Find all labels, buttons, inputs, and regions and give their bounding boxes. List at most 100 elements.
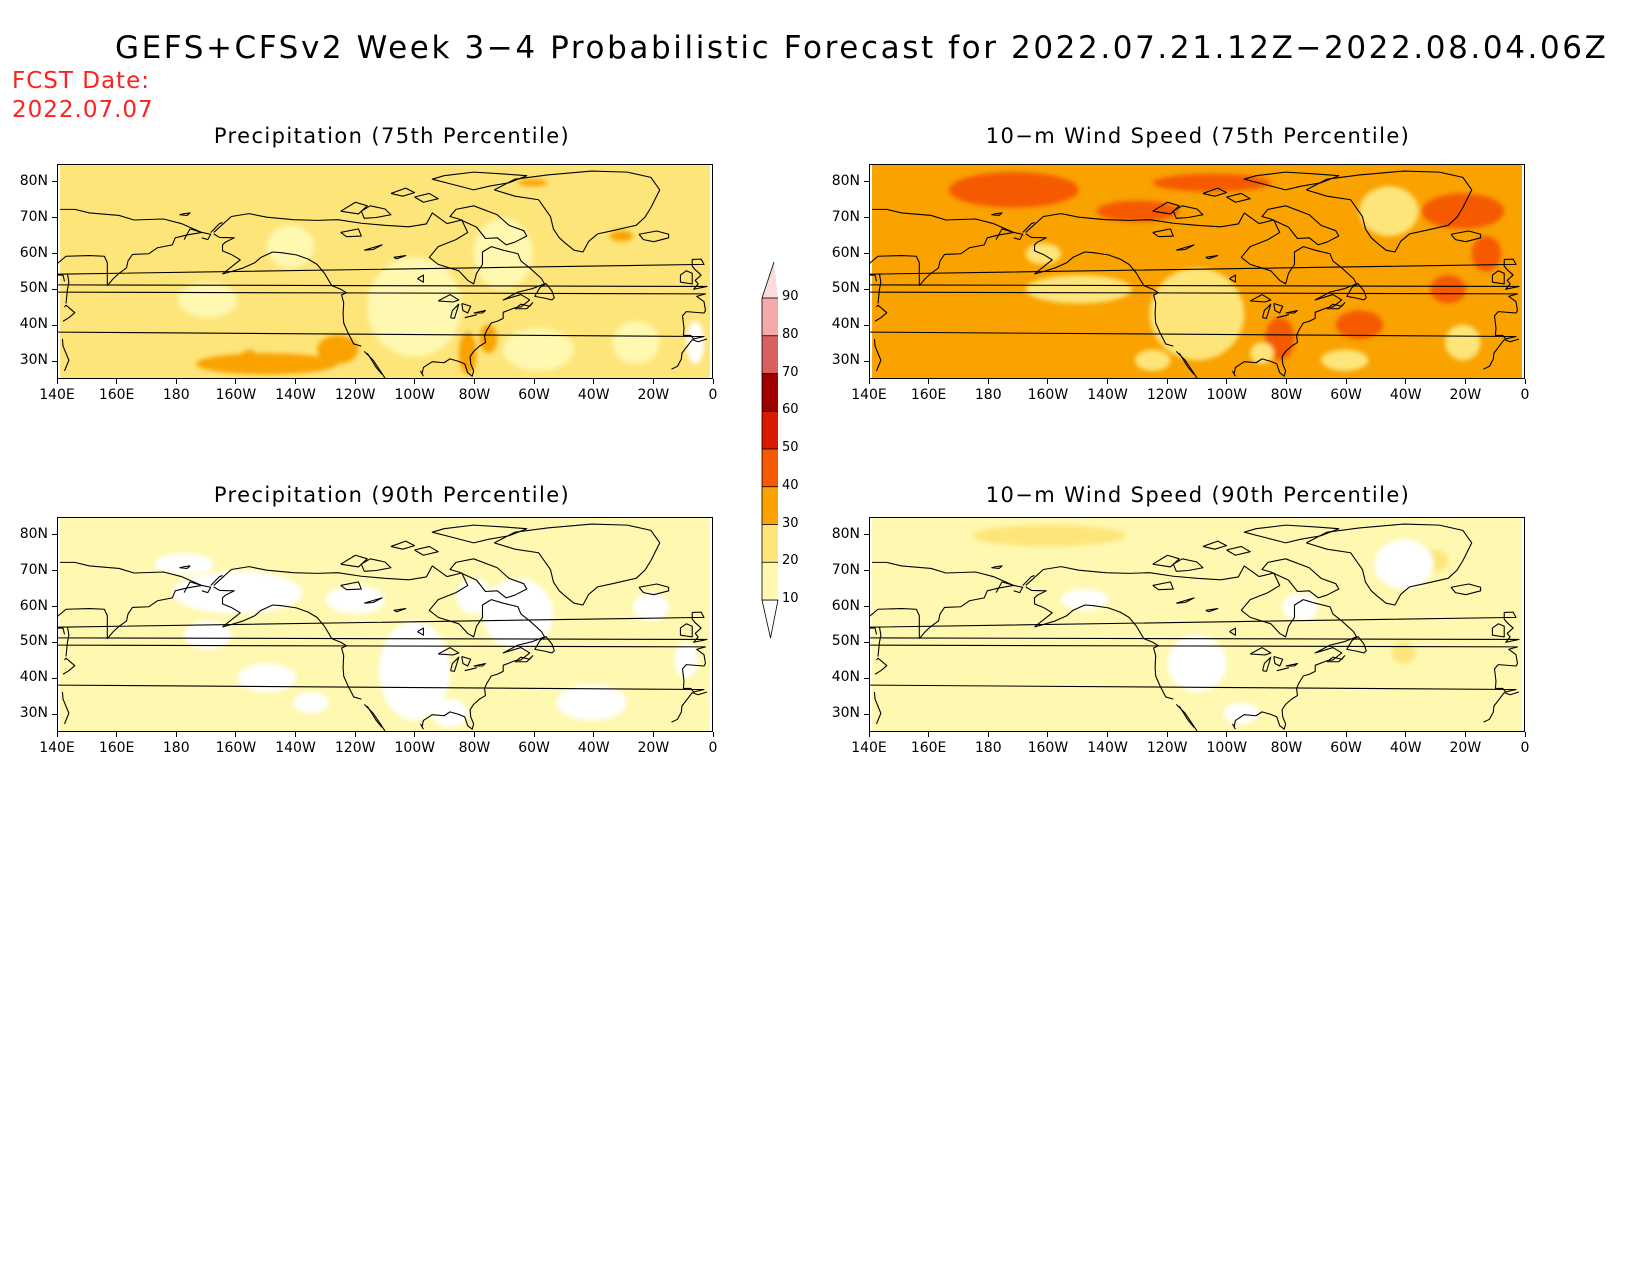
lon-tick [175,379,177,384]
coastline [870,608,920,639]
shading-patch [1025,243,1062,265]
coastline [366,352,383,375]
shading-patch [1321,349,1369,371]
wind75-title: 10−m Wind Speed (75th Percentile) [985,124,1411,148]
coastline [431,171,528,191]
colorbar-bin [762,486,778,525]
coastline [58,291,707,340]
coastline [364,244,383,251]
coastline [1491,270,1505,285]
lat-label: 80N [19,172,48,189]
coastline [870,258,1520,290]
coastline [1202,187,1228,197]
lat-tick [864,288,869,290]
shading-patch [184,620,232,650]
coastline [222,251,362,347]
lon-label: 120W [1146,387,1188,403]
coastline [1243,171,1340,191]
lon-tick [868,379,870,384]
coastline [1285,309,1299,314]
lon-label: 140E [851,387,887,403]
lon-tick [1285,379,1287,384]
lon-label: 80W [458,387,491,403]
lat-tick [864,641,869,643]
lon-label: 60W [518,387,550,403]
shading-patch [1471,236,1502,272]
lon-tick [593,379,595,384]
lat-label: 30N [831,705,860,722]
lon-tick [1524,379,1526,384]
lon-label: 160E [98,387,135,403]
coastline [390,187,416,197]
lon-label: 0 [1520,740,1530,756]
coastline [1022,575,1035,586]
coastline [1233,711,1287,730]
coastline [1450,583,1482,596]
lon-label: 80W [458,740,491,756]
shading-patch [479,324,498,354]
coastline [464,667,478,672]
lat-label: 40N [19,316,48,333]
lon-tick [1524,732,1526,737]
colorbar-graphic [761,261,779,639]
lon-label: 160E [910,740,947,756]
precip75-map [57,164,713,379]
lon-label: 20W [637,740,670,756]
coastline [106,584,202,640]
lon-tick [533,379,535,384]
wind90-map-panel: 140E 160E 180 160W 140W 120W 100W 80W 60W 40W 20W 0… [832,517,1529,772]
coastline [671,691,708,723]
lon-label: 160E [910,387,947,403]
coastline [210,575,223,586]
coastline [995,228,1024,241]
coastline [1034,604,1174,700]
colorbar-label: 60 [782,402,799,418]
coastline [1152,581,1174,591]
shading-patch [1134,349,1171,371]
coastline [1229,274,1236,283]
shading-patch [972,525,1127,547]
coastline [340,201,368,215]
coastline [464,314,478,319]
colorbar-bin [761,599,779,639]
shading-patch [1149,267,1245,361]
precip75-map-panel: 140E 160E 180 160W 140W 120W 100W 80W 60W 40W 20W 0… [20,164,717,419]
coastline [473,309,487,314]
shading-patch [1421,193,1505,229]
coastline [991,565,1003,569]
coastline [679,270,693,285]
colorbar-label: 80 [782,326,799,342]
lon-label: 180 [162,387,190,403]
coastline [340,228,362,238]
shading-patch [455,578,492,614]
lon-label: 160E [98,740,135,756]
lat-tick [864,570,869,572]
lon-tick [354,732,356,737]
coastline [1178,705,1195,728]
coastline [1231,370,1236,377]
shading-patch [948,172,1079,208]
shading-patch [240,349,258,371]
coastline [1483,691,1520,723]
shading-patch [1025,275,1133,304]
lat-tick [52,217,57,219]
coastline [340,581,362,591]
coastline [62,657,76,675]
shading-patch [1430,275,1466,304]
lon-label: 140W [275,387,316,403]
lon-tick [1345,379,1347,384]
wind90-title: 10−m Wind Speed (90th Percentile) [985,483,1411,507]
lon-tick [235,379,237,384]
lon-label: 40W [1389,387,1422,403]
shading-patch [266,225,315,268]
lon-tick [652,379,654,384]
lon-tick [928,732,930,737]
coastline [874,304,888,322]
coastline [1022,222,1035,233]
coastline [213,565,546,725]
lat-label: 80N [831,172,860,189]
lon-tick [928,379,930,384]
lon-label: 140E [851,740,887,756]
coastline [870,611,1520,643]
lon-label: 60W [1330,387,1362,403]
